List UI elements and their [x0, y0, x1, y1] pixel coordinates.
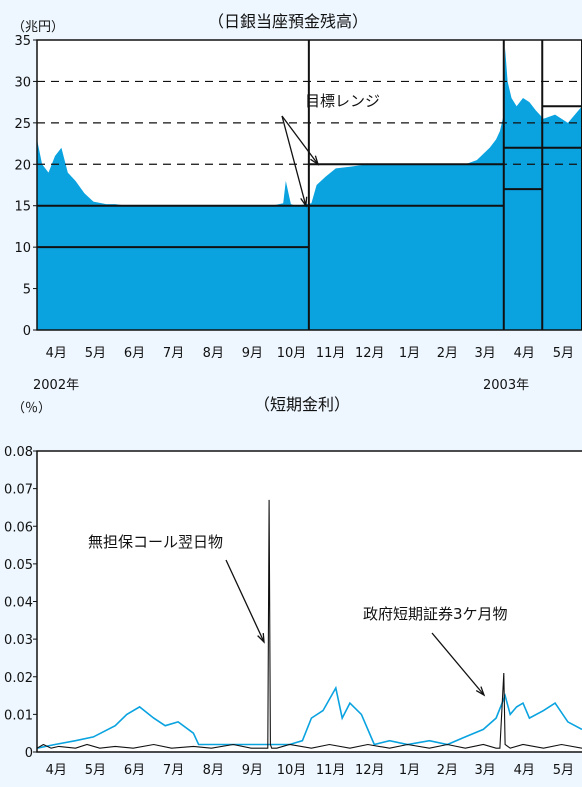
month-tick-label: 11月: [316, 346, 346, 361]
y-tick-label: 0.07: [4, 483, 33, 498]
month-tick-label: 10月: [277, 763, 307, 778]
month-tick-label: 10月: [277, 346, 307, 361]
annotation-arrow-head: [300, 196, 308, 208]
month-tick-label: 12月: [355, 763, 385, 778]
y-tick-label: 35: [14, 34, 31, 49]
month-tick-label: 6月: [124, 346, 145, 361]
chart-title: （短期金利）: [254, 395, 351, 414]
y-tick-label: 0.03: [4, 633, 33, 648]
month-tick-label: 7月: [163, 763, 184, 778]
annotation-arrow-head: [475, 686, 486, 697]
y-tick-label: 15: [14, 200, 31, 215]
month-tick-label: 3月: [475, 346, 496, 361]
month-tick-label: 5月: [85, 763, 106, 778]
year-label-2003: 2003年: [483, 378, 530, 393]
y-tick-label: 0.01: [4, 708, 33, 723]
y-tick-label: 0: [25, 746, 33, 761]
annotation-arrow: [225, 559, 265, 643]
annotation-target-range: 目標レンジ: [305, 92, 381, 110]
y-tick-label: 20: [14, 158, 31, 173]
y-tick-label: 30: [14, 75, 31, 90]
month-tick-label: 11月: [316, 763, 346, 778]
month-tick-label: 6月: [124, 763, 145, 778]
y-tick-label: 0: [23, 324, 31, 339]
month-tick-label: 4月: [46, 346, 67, 361]
month-tick-label: 1月: [399, 346, 420, 361]
month-tick-label: 2月: [437, 346, 458, 361]
month-tick-label: 1月: [399, 763, 420, 778]
annotation-arrow: [281, 115, 307, 206]
reserve-balance-plot: 0 5 10 15 20 25 30 35 4月 5月 6月 7月 8月 9月 10月 11月 12月 1月 2月 3…: [14, 34, 582, 361]
y-tick-label: 0.06: [4, 520, 33, 535]
month-tick-label: 7月: [163, 346, 184, 361]
year-label-2002: 2002年: [33, 378, 80, 393]
rate-line: [36, 499, 582, 749]
month-tick-label: 5月: [553, 346, 574, 361]
short-term-rate-plot: 0 0.01 0.02 0.03 0.04 0.05 0.06 0.07 0.08 4月 5月 6月 7…: [4, 445, 582, 778]
label-overnight-call: 無担保コール翌日物: [88, 533, 224, 551]
rate-line: [36, 685, 582, 749]
annotation-arrow-head: [257, 632, 265, 644]
y-tick-label: 25: [14, 117, 31, 132]
month-tick-label: 9月: [242, 763, 263, 778]
chart-title: （日銀当座預金残高）: [208, 12, 369, 31]
month-tick-label: 12月: [355, 346, 385, 361]
plot-frame: [36, 39, 582, 331]
plot-background: [37, 451, 582, 752]
month-tick-label: 9月: [242, 346, 263, 361]
month-tick-label: 2月: [437, 763, 458, 778]
short-term-rate-chart: （％） （短期金利） 0 0.01 0.02 0.03 0.04 0.05 0.06 0.07…: [0, 395, 582, 787]
y-tick-label: 0.04: [4, 596, 33, 611]
reserve-balance-area: [37, 48, 582, 331]
month-tick-label: 5月: [85, 346, 106, 361]
y-tick-label: 5: [23, 283, 31, 298]
label-tb-3m: 政府短期証券3ケ月物: [363, 605, 508, 623]
y-tick-label: 0.02: [4, 671, 33, 686]
month-tick-label: 8月: [203, 346, 224, 361]
y-tick-label: 10: [14, 241, 31, 256]
month-tick-label: 4月: [514, 346, 535, 361]
month-tick-label: 4月: [46, 763, 67, 778]
month-tick-label: 3月: [475, 763, 496, 778]
y-unit-label: （兆円）: [12, 20, 65, 35]
annotation-arrow: [281, 115, 319, 165]
y-unit-label: （％）: [12, 401, 52, 416]
month-tick-label: 8月: [203, 763, 224, 778]
y-tick-label: 0.08: [4, 445, 33, 460]
month-tick-label: 4月: [514, 763, 535, 778]
y-tick-label: 0.05: [4, 558, 33, 573]
month-tick-label: 5月: [553, 763, 574, 778]
reserve-balance-chart: （兆円） （日銀当座預金残高） 0 5 10 15 20 25 30 35 4月 5月 6月 7月 8月…: [12, 12, 582, 393]
annotation-arrow-head: [310, 155, 320, 166]
annotation-arrow: [431, 632, 485, 696]
